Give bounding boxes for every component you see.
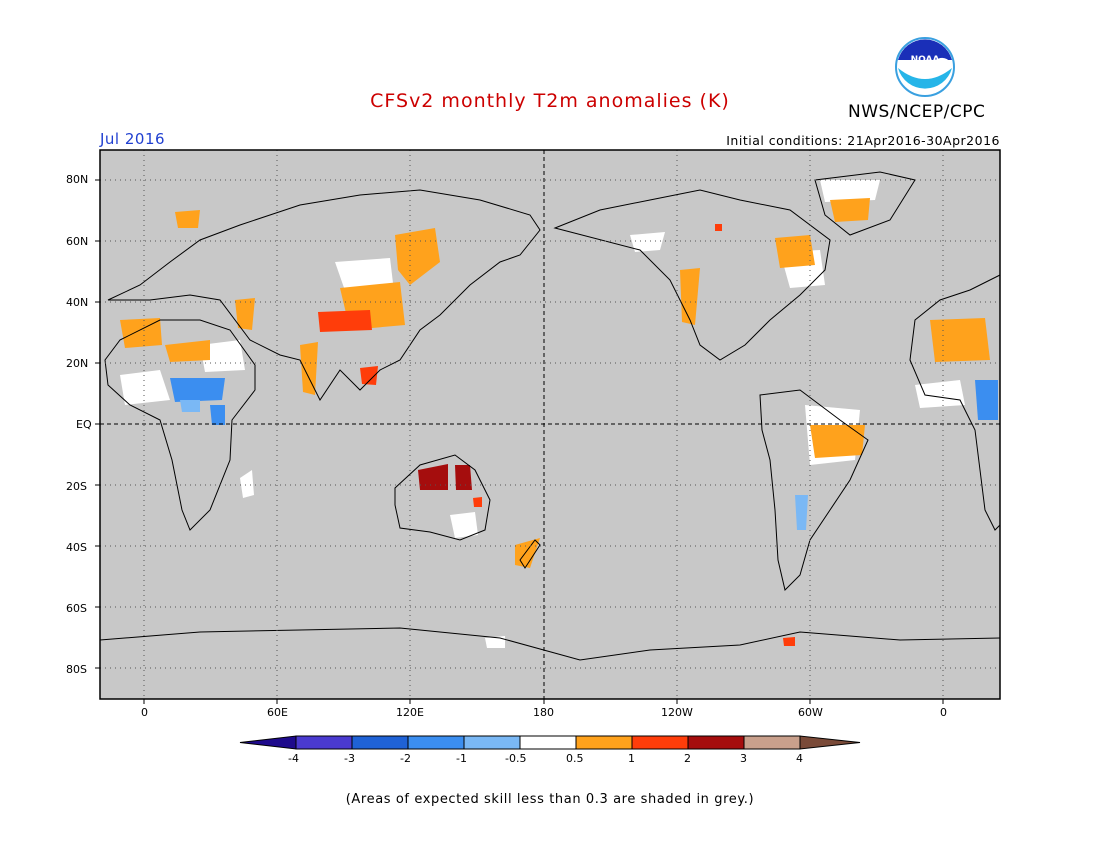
colorbar-tick-label: -2 [400, 752, 411, 765]
map-title: CFSv2 monthly T2m anomalies (K) [370, 90, 730, 112]
colorbar-swatch [799, 735, 861, 750]
lon-label: 0 [141, 706, 148, 719]
equator-dateline [100, 150, 1000, 699]
graticule [100, 150, 1000, 699]
coastlines [99, 171, 1001, 661]
cold-anomaly-areas [170, 378, 998, 530]
lon-label: 0 [940, 706, 947, 719]
lat-label: EQ [76, 418, 92, 431]
colorbar-tick-label: 0.5 [566, 752, 584, 765]
lat-label: 20N [66, 357, 89, 370]
colorbar-swatch [407, 735, 465, 750]
colorbar-tick-label: -4 [288, 752, 299, 765]
lat-label: 40S [66, 541, 87, 554]
colorbar-swatch [239, 735, 297, 750]
footnote: (Areas of expected skill less than 0.3 a… [345, 792, 755, 807]
colorbar-tick-label: -3 [344, 752, 355, 765]
colorbar-swatch [575, 735, 633, 750]
colorbar-tick-label: 2 [684, 752, 691, 765]
colorbar [239, 735, 861, 750]
very-strong-warm-anomaly-areas [418, 464, 472, 490]
colorbar-tick-label: -0.5 [505, 752, 527, 765]
strong-warm-anomaly-areas [318, 224, 795, 646]
noaa-logo-icon: NOAA [895, 37, 955, 97]
colorbar-swatch [463, 735, 521, 750]
map-frame [99, 149, 1001, 700]
colorbar-tick-label: 3 [740, 752, 747, 765]
lon-label: 180 [533, 706, 554, 719]
lat-label: 20S [66, 480, 87, 493]
lon-label: 60W [798, 706, 823, 719]
colorbar-swatch [519, 735, 577, 750]
lon-label: 120E [396, 706, 424, 719]
colorbar-swatch [351, 735, 409, 750]
lat-label: 80N [66, 173, 89, 186]
colorbar-tick-label: -1 [456, 752, 467, 765]
agency-label: NWS/NCEP/CPC [848, 102, 986, 122]
lon-label: 120W [661, 706, 693, 719]
initial-conditions: Initial conditions: 21Apr2016-30Apr2016 [726, 133, 1000, 148]
logo-text: NOAA [911, 55, 940, 65]
colorbar-swatch [295, 735, 353, 750]
colorbar-swatch [687, 735, 745, 750]
forecast-period: Jul 2016 [100, 130, 166, 148]
axis-ticks [95, 179, 944, 704]
colorbar-swatch [631, 735, 689, 750]
lon-label: 60E [267, 706, 288, 719]
colorbar-tick-label: 1 [628, 752, 635, 765]
lat-label: 60S [66, 602, 87, 615]
lat-label: 60N [66, 235, 89, 248]
lat-label: 40N [66, 296, 89, 309]
lat-label: 80S [66, 663, 87, 676]
colorbar-tick-label: 4 [796, 752, 803, 765]
colorbar-swatch [743, 735, 801, 750]
